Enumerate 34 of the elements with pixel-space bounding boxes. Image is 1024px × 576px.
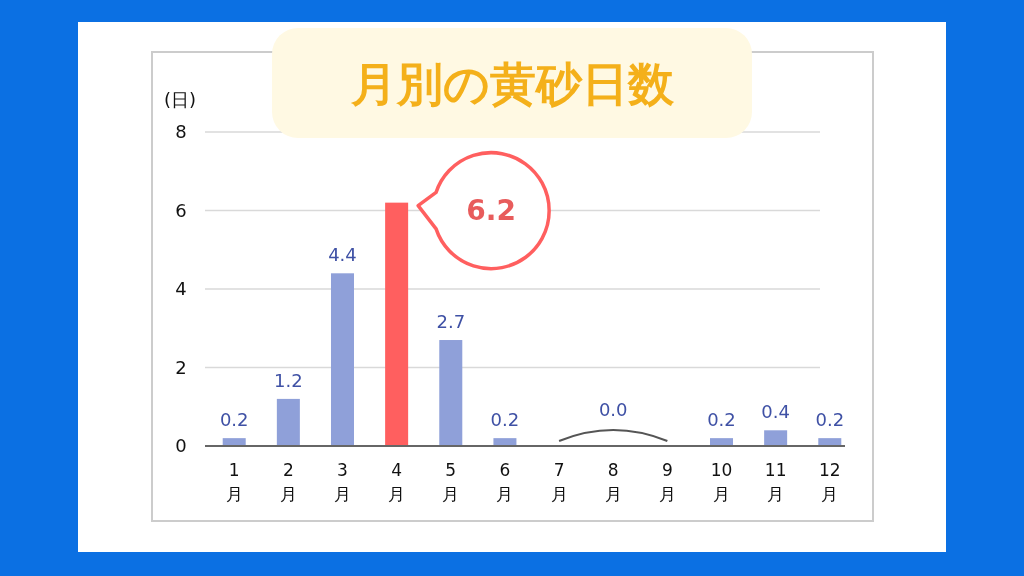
x-tick-label: 3 月 [334, 459, 351, 504]
data-label: 4.4 [328, 244, 357, 266]
data-label: 0.0 [598, 399, 628, 420]
x-tick-label: 10 月 [710, 459, 733, 504]
bar [276, 398, 300, 446]
y-tick-label: 8 [175, 121, 187, 143]
data-label: 2.7 [436, 311, 466, 333]
data-label: 0.2 [815, 409, 845, 431]
x-tick-label: 11 月 [764, 459, 787, 504]
data-label: 0.2 [219, 409, 249, 431]
x-tick-label: 12 月 [818, 459, 841, 504]
data-label: 0.4 [761, 401, 790, 423]
x-tick-label: 6 月 [496, 459, 514, 504]
data-label: 0.2 [707, 409, 736, 431]
annotation: 6.2 [466, 194, 516, 228]
y-tick-label: 6 [175, 199, 187, 221]
y-axis-title: (日) [163, 89, 197, 111]
chart-title: 月別の黄砂日数 [349, 57, 675, 112]
data-label: 0.2 [490, 409, 520, 431]
data-label: 1.2 [274, 369, 303, 391]
bar [330, 273, 354, 446]
y-tick-label: 2 [175, 356, 187, 378]
bar [439, 340, 463, 446]
y-tick-label: 4 [175, 278, 187, 300]
bar [764, 430, 788, 446]
x-tick-label: 5 月 [442, 459, 460, 504]
x-tick-label: 4 月 [388, 459, 406, 504]
x-tick-label: 8 月 [604, 459, 622, 504]
x-tick-label: 2 月 [279, 459, 297, 504]
x-tick-label: 7 月 [550, 459, 568, 504]
x-tick-label: 9 月 [658, 459, 676, 504]
bar [385, 202, 409, 446]
x-tick-label: 1 月 [225, 459, 243, 504]
y-tick-label: 0 [175, 435, 187, 457]
